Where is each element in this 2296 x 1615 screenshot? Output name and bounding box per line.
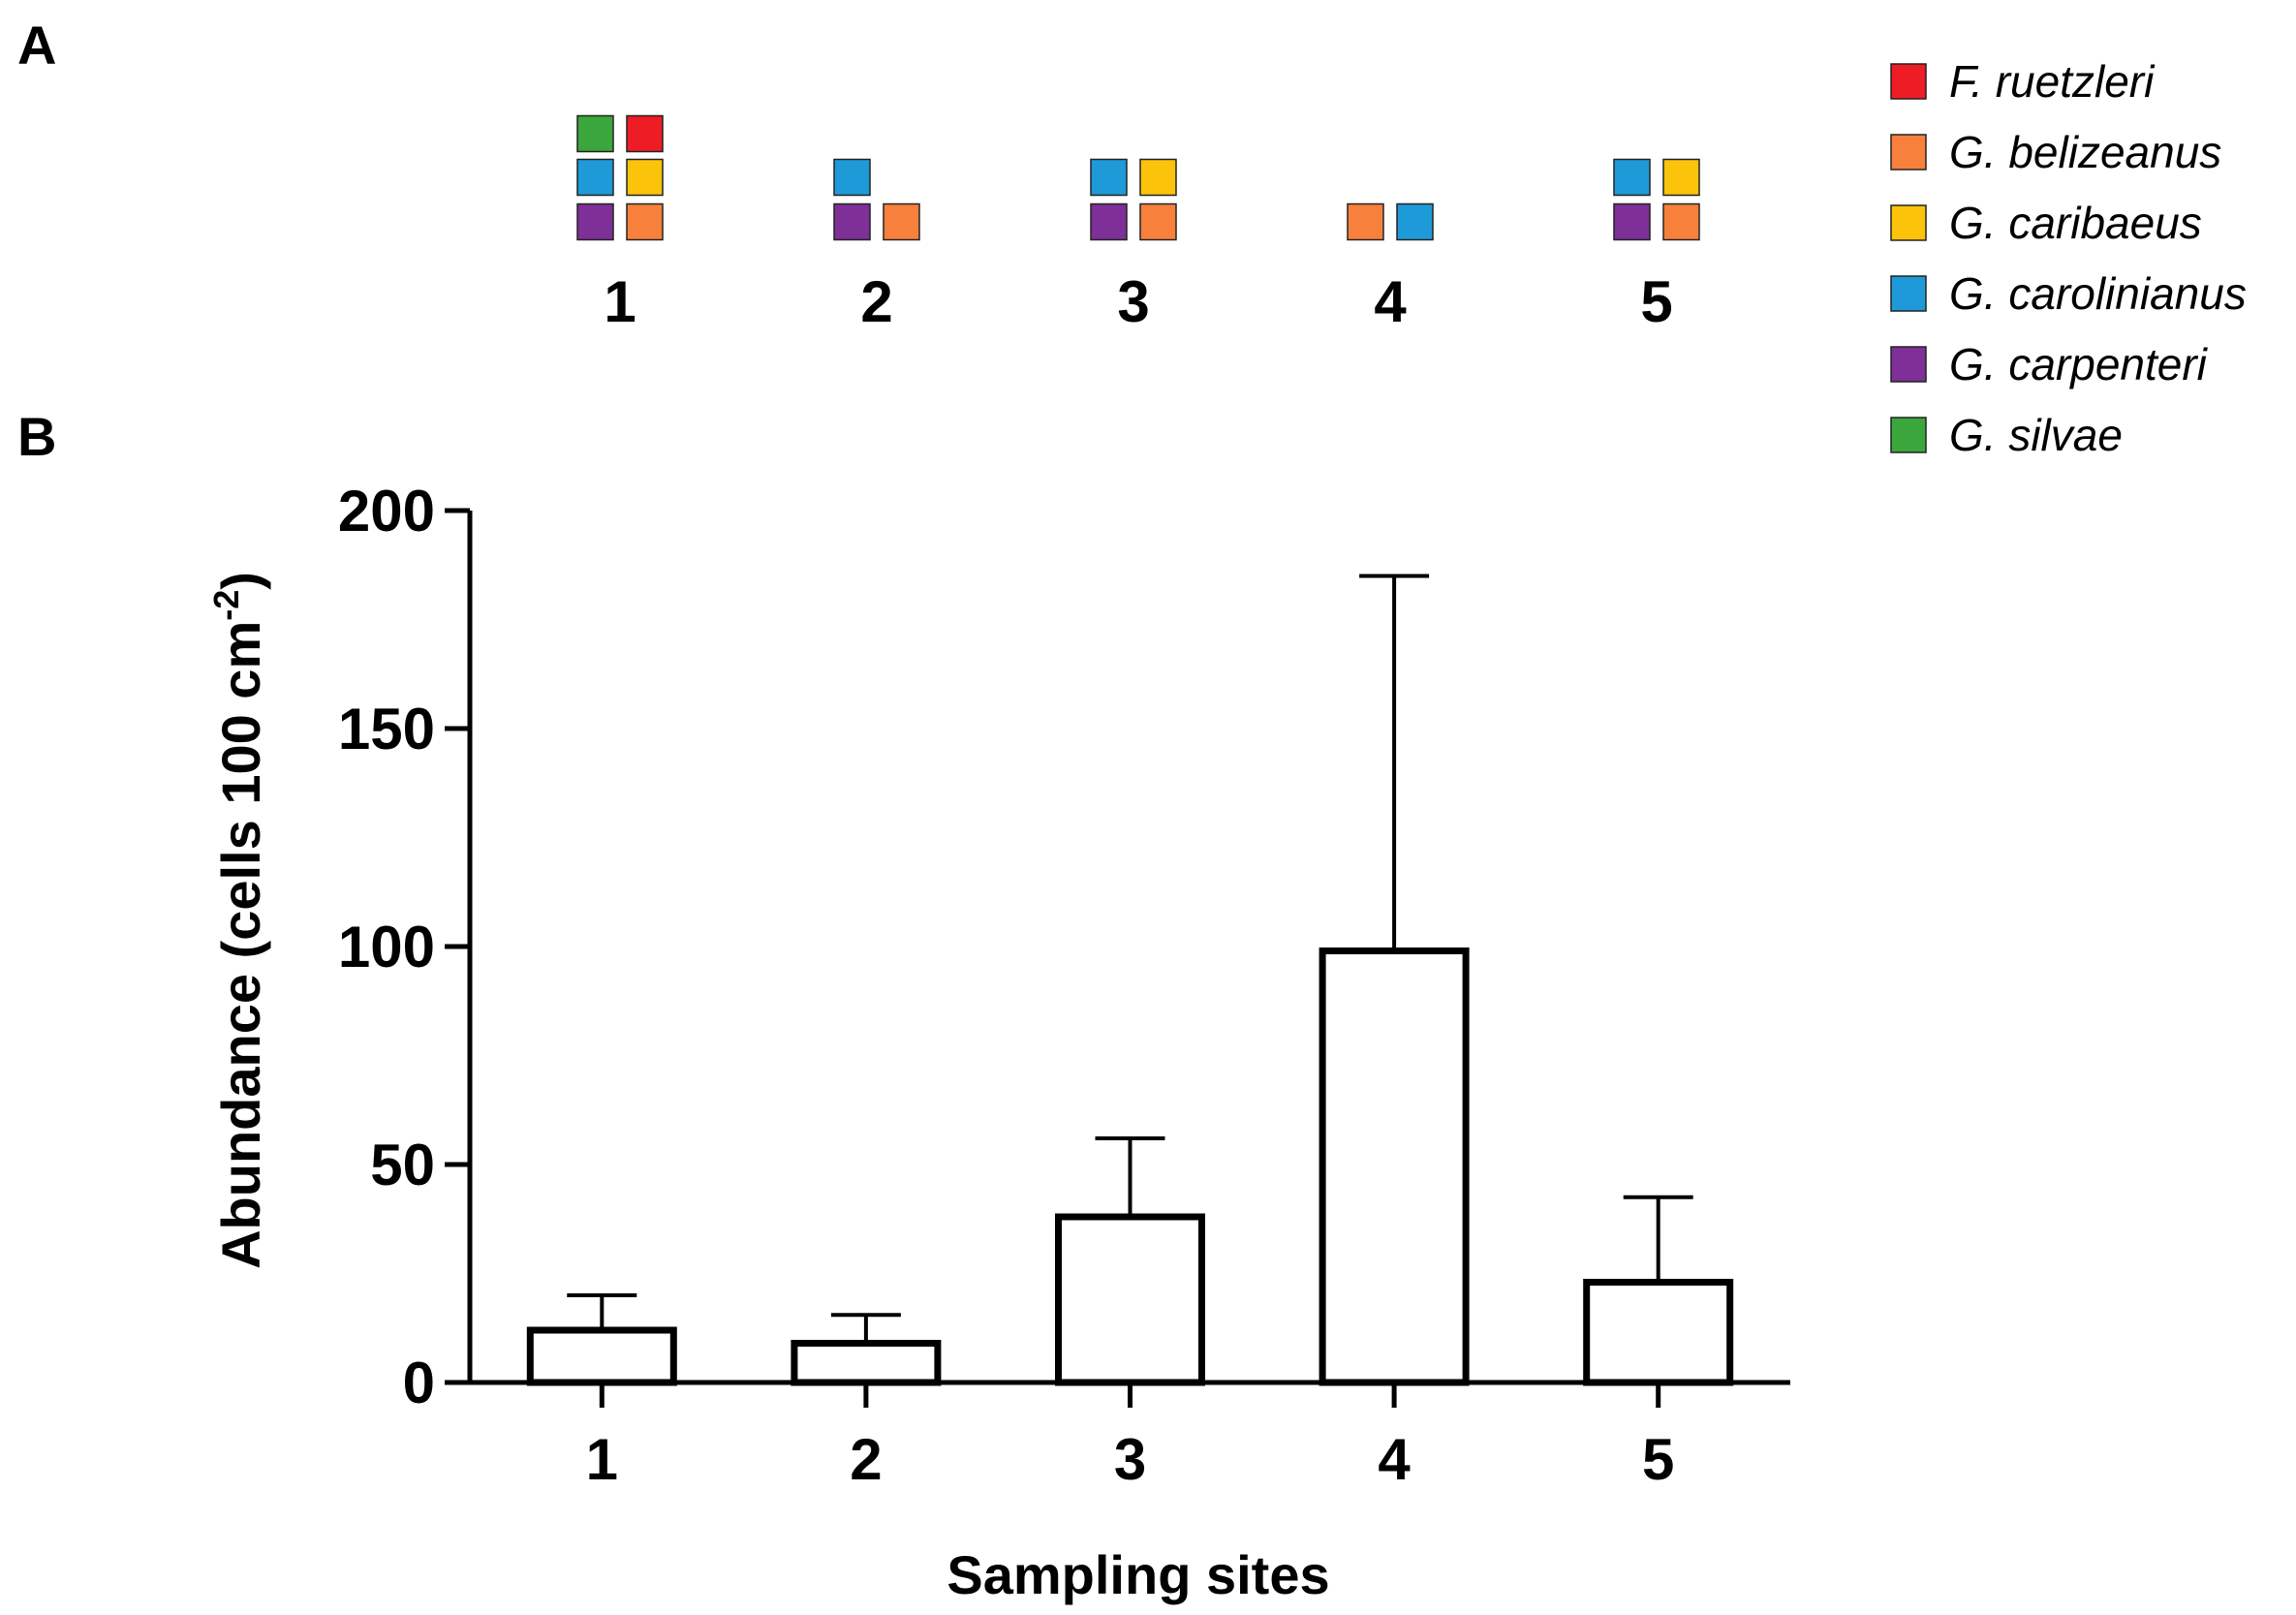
species-square-g-carolinianus — [576, 158, 614, 197]
species-square-g-caribaeus — [1662, 158, 1700, 197]
y-axis-title-end: ) — [210, 572, 271, 590]
species-square-f-ruetzleri — [626, 114, 664, 153]
legend-item-g-carpenteri: G. carpenteri — [1890, 339, 2209, 389]
legend-swatch — [1890, 417, 1927, 453]
species-square-g-carpenteri — [833, 202, 871, 241]
y-tick-label: 0 — [403, 1351, 435, 1415]
site-1-species: 1 — [576, 114, 664, 334]
x-axis-title: Sampling sites — [946, 1544, 1329, 1605]
species-square-g-belizeanus — [1347, 202, 1384, 241]
y-tick-label: 100 — [338, 915, 435, 979]
species-legend: F. ruetzleri G. belizeanus G. caribaeus G. … — [1890, 56, 2247, 460]
panel-a-label: A — [17, 15, 56, 76]
legend-label: G. silvae — [1949, 410, 2123, 460]
x-tick-label: 1 — [586, 1427, 618, 1492]
site-label: 2 — [860, 269, 892, 334]
y-axis-title: Abundance (cells 100 cm-2) — [206, 572, 271, 1269]
species-square-g-carpenteri — [1090, 202, 1128, 241]
species-square-g-carolinianus — [1396, 202, 1434, 241]
legend-item-g-silvae: G. silvae — [1890, 410, 2123, 460]
site-5-species: 5 — [1613, 158, 1700, 334]
site-label: 3 — [1117, 269, 1149, 334]
y-tick-label: 50 — [370, 1133, 435, 1197]
legend-item-f-ruetzleri: F. ruetzleri — [1890, 56, 2156, 107]
abundance-bar-chart: 0 50 100 150 200 1 2 3 4 5 Sampling sites Abunda… — [206, 479, 1790, 1605]
bar-site-3 — [1055, 1213, 1205, 1386]
y-axis-title-main: Abundance (cells 100 cm — [210, 621, 271, 1269]
x-tick-label: 5 — [1642, 1427, 1674, 1492]
site-label: 1 — [604, 269, 636, 334]
species-square-g-belizeanus — [1139, 202, 1177, 241]
x-tick-label: 2 — [850, 1427, 882, 1492]
species-presence-panel: 1 2 3 4 5 — [576, 114, 1700, 334]
x-tick-label: 3 — [1114, 1427, 1146, 1492]
species-square-g-carolinianus — [1613, 158, 1651, 197]
y-tick-label: 150 — [338, 697, 435, 761]
legend-label: G. caribaeus — [1949, 198, 2202, 248]
legend-swatch — [1890, 63, 1927, 100]
species-square-g-caribaeus — [626, 158, 664, 197]
legend-label: F. ruetzleri — [1949, 56, 2156, 107]
site-2-species: 2 — [833, 158, 920, 334]
legend-swatch — [1890, 204, 1927, 241]
site-4-species: 4 — [1347, 202, 1434, 334]
legend-label: G. carolinianus — [1949, 268, 2247, 319]
site-label: 5 — [1640, 269, 1672, 334]
species-square-g-belizeanus — [883, 202, 920, 241]
legend-label: G. carpenteri — [1949, 339, 2209, 389]
y-axis: 0 50 100 150 200 — [338, 479, 473, 1415]
legend-item-g-caribaeus: G. caribaeus — [1890, 198, 2202, 248]
bars — [526, 574, 1734, 1386]
species-square-g-caribaeus — [1139, 158, 1177, 197]
y-tick-label: 200 — [338, 479, 435, 544]
species-square-g-carpenteri — [1613, 202, 1651, 241]
legend-item-g-carolinianus: G. carolinianus — [1890, 268, 2247, 319]
legend-swatch — [1890, 346, 1927, 383]
x-axis: 1 2 3 4 5 — [470, 1380, 1790, 1492]
site-label: 4 — [1374, 269, 1407, 334]
legend-label: G. belizeanus — [1949, 127, 2221, 177]
bar-site-5 — [1583, 1279, 1734, 1386]
species-square-g-belizeanus — [626, 202, 664, 241]
bar-site-2 — [791, 1340, 942, 1386]
species-square-g-belizeanus — [1662, 202, 1700, 241]
legend-swatch — [1890, 134, 1927, 171]
bar-site-1 — [526, 1326, 677, 1386]
y-axis-title-superscript: -2 — [206, 590, 246, 621]
panel-b-label: B — [17, 406, 56, 467]
legend-item-g-belizeanus: G. belizeanus — [1890, 127, 2221, 177]
species-square-g-carolinianus — [833, 158, 871, 197]
legend-swatch — [1890, 275, 1927, 312]
x-tick-label: 4 — [1378, 1427, 1411, 1492]
species-square-g-carolinianus — [1090, 158, 1128, 197]
species-square-g-silvae — [576, 114, 614, 153]
bar-site-4 — [1319, 947, 1470, 1386]
site-3-species: 3 — [1090, 158, 1177, 334]
species-square-g-carpenteri — [576, 202, 614, 241]
